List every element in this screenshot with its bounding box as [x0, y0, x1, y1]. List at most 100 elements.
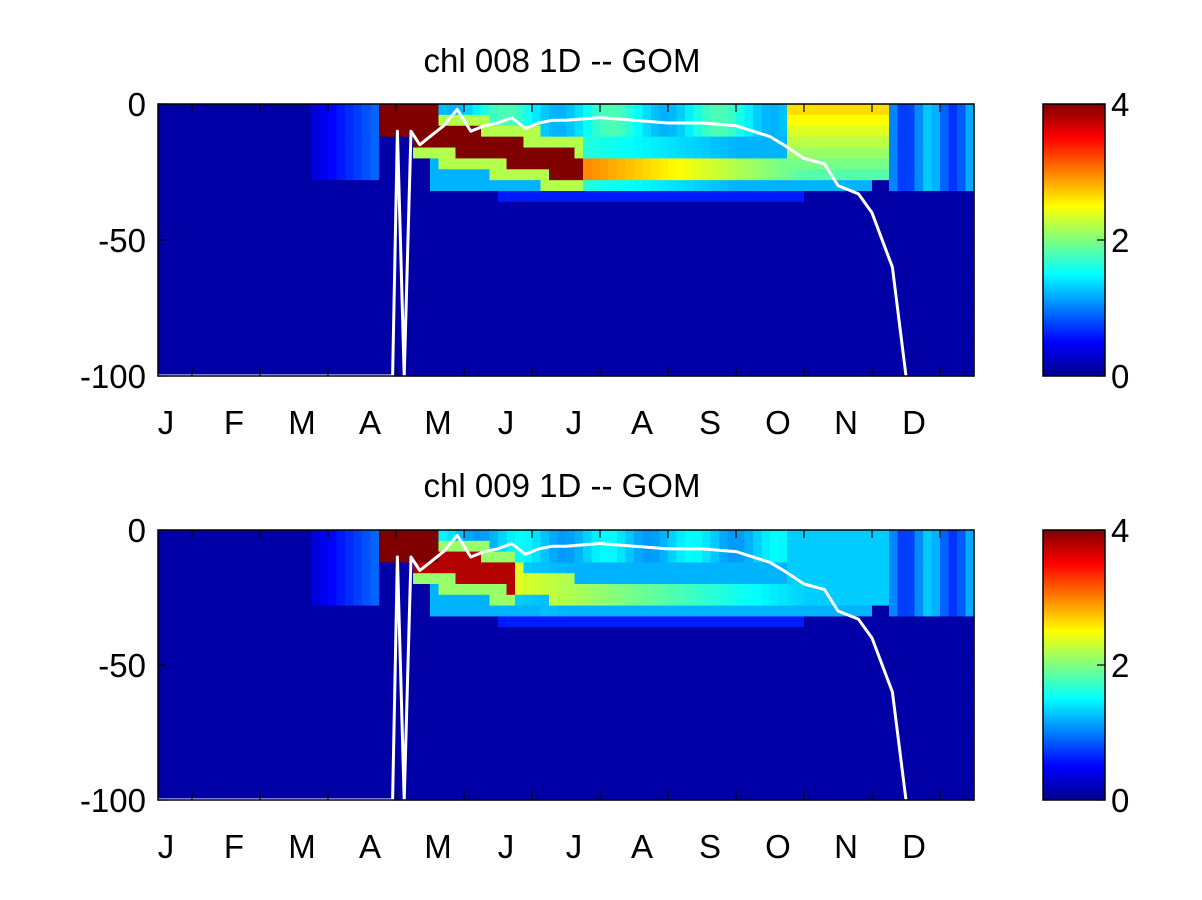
heatmap-cell: [472, 158, 482, 170]
heatmap-cell: [200, 136, 210, 149]
heatmap-cell: [455, 584, 465, 596]
heatmap-cell: [166, 354, 176, 366]
heatmap-cell: [294, 638, 304, 650]
heatmap-cell: [778, 530, 788, 542]
heatmap-cell: [591, 746, 601, 758]
heatmap-cell: [379, 169, 389, 181]
heatmap-cell: [719, 584, 729, 596]
heatmap-cell: [829, 702, 839, 715]
heatmap-cell: [370, 114, 380, 127]
x-tick-label: J: [498, 828, 515, 865]
heatmap-cell: [430, 191, 440, 203]
heatmap-cell: [285, 616, 295, 628]
heatmap-cell: [566, 343, 576, 355]
heatmap-cell: [353, 724, 363, 736]
heatmap-cell: [897, 789, 907, 801]
heatmap-cell: [260, 648, 270, 661]
heatmap-cell: [243, 562, 253, 574]
heatmap-cell: [260, 169, 270, 181]
heatmap-cell: [693, 278, 703, 290]
heatmap-cell: [744, 789, 754, 801]
heatmap-cell: [923, 594, 933, 607]
heatmap-cell: [447, 616, 457, 628]
heatmap-cell: [897, 288, 907, 301]
heatmap-cell: [268, 627, 278, 639]
heatmap-cell: [770, 354, 780, 366]
heatmap-cell: [957, 365, 967, 377]
heatmap-cell: [464, 702, 474, 715]
heatmap-cell: [566, 627, 576, 639]
heatmap-cell: [685, 245, 695, 257]
heatmap-cell: [532, 681, 542, 693]
heatmap-cell: [880, 713, 890, 725]
heatmap-cell: [387, 180, 397, 192]
heatmap-cell: [608, 267, 618, 279]
heatmap-cell: [948, 584, 958, 596]
heatmap-cell: [226, 288, 236, 301]
heatmap-cell: [625, 310, 635, 323]
heatmap-cell: [727, 648, 737, 661]
heatmap-cell: [557, 735, 567, 747]
heatmap-cell: [549, 365, 559, 377]
heatmap-cell: [566, 638, 576, 650]
heatmap-cell: [217, 616, 227, 628]
heatmap-cell: [812, 212, 822, 225]
heatmap-cell: [243, 681, 253, 693]
heatmap-cell: [217, 288, 227, 301]
heatmap-cell: [472, 310, 482, 323]
heatmap-cell: [421, 681, 431, 693]
heatmap-cell: [566, 223, 576, 236]
heatmap-cell: [447, 562, 457, 574]
heatmap-cell: [268, 256, 278, 268]
heatmap-cell: [353, 562, 363, 574]
heatmap-cell: [200, 310, 210, 323]
heatmap-cell: [421, 670, 431, 682]
heatmap-cell: [515, 114, 525, 127]
heatmap-cell: [302, 616, 312, 628]
heatmap-cell: [481, 551, 491, 563]
heatmap-cell: [863, 789, 873, 801]
heatmap-cell: [336, 670, 346, 682]
heatmap-cell: [931, 659, 941, 671]
heatmap-cell: [736, 648, 746, 661]
heatmap-cell: [387, 169, 397, 181]
heatmap-cell: [285, 562, 295, 574]
heatmap-cell: [897, 627, 907, 639]
heatmap-cell: [277, 551, 287, 563]
heatmap-cell: [668, 125, 678, 138]
heatmap-cell: [574, 724, 584, 736]
heatmap-cell: [846, 627, 856, 639]
heatmap-cell: [251, 670, 261, 682]
heatmap-cell: [880, 746, 890, 758]
heatmap-cell: [804, 267, 814, 279]
heatmap-cell: [498, 310, 508, 323]
heatmap-cell: [693, 778, 703, 790]
heatmap-cell: [659, 278, 669, 290]
heatmap-cell: [200, 681, 210, 693]
heatmap-cell: [549, 735, 559, 747]
heatmap-cell: [557, 299, 567, 312]
heatmap-cell: [532, 114, 542, 127]
heatmap-cell: [965, 223, 975, 236]
heatmap-cell: [880, 104, 890, 116]
heatmap-cell: [336, 648, 346, 661]
heatmap-cell: [192, 125, 202, 138]
heatmap-cell: [685, 530, 695, 542]
heatmap-cell: [285, 365, 295, 377]
heatmap-cell: [727, 605, 737, 617]
heatmap-cell: [557, 212, 567, 225]
heatmap-cell: [897, 212, 907, 225]
heatmap-cell: [489, 332, 499, 344]
heatmap-cell: [251, 310, 261, 323]
heatmap-cell: [812, 125, 822, 138]
heatmap-cell: [540, 256, 550, 268]
heatmap-cell: [438, 147, 448, 159]
heatmap-cell: [625, 681, 635, 693]
heatmap-cell: [226, 267, 236, 279]
heatmap-cell: [574, 778, 584, 790]
heatmap-cell: [957, 310, 967, 323]
heatmap-cell: [175, 692, 185, 704]
heatmap-cell: [668, 627, 678, 639]
heatmap-cell: [396, 104, 406, 116]
heatmap-cell: [430, 627, 440, 639]
